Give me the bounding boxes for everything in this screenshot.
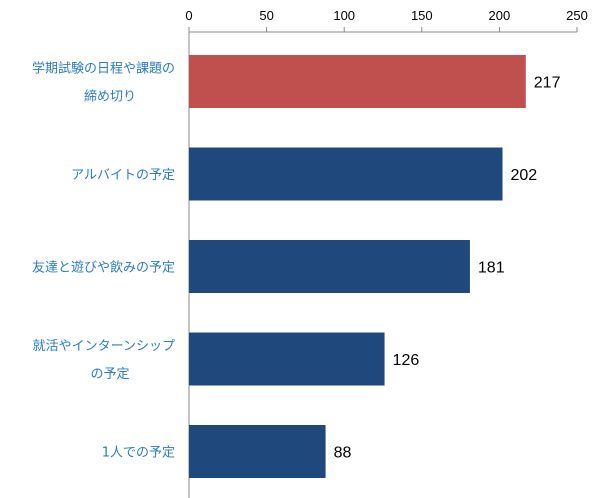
x-tick-label: 100 [333,8,355,23]
bar [189,425,326,478]
category-label: 友達と遊びや飲みの予定 [32,260,175,276]
category-label: の予定 [90,367,129,382]
x-tick-label: 150 [411,8,433,23]
x-tick-label: 250 [566,8,588,23]
bar [189,332,385,386]
data-label: 126 [393,352,420,369]
bar [189,240,470,293]
x-tick-label: 50 [259,8,273,23]
data-label: 88 [334,445,352,462]
category-label: 1人での予定 [102,446,175,461]
category-label: 就活やインターンシップ [33,339,175,354]
x-tick-label: 0 [185,8,192,23]
category-label: アルバイトの予定 [71,168,175,183]
bar [189,147,503,201]
data-label: 181 [478,260,505,277]
data-label: 202 [511,167,538,184]
x-tick-label: 200 [489,8,511,23]
data-label: 217 [534,75,561,92]
category-label: 締め切り [84,89,136,105]
category-label: 学期試験の日程や課題の [32,61,175,77]
bar [189,55,526,108]
